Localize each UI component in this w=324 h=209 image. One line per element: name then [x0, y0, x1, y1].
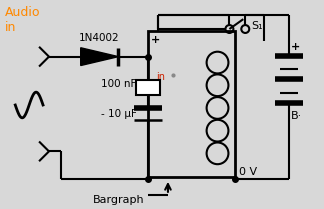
Text: Bargraph: Bargraph [93, 195, 144, 205]
Text: +: + [291, 42, 300, 52]
Polygon shape [81, 48, 118, 66]
Text: in: in [156, 73, 165, 82]
Text: Audio
in: Audio in [6, 6, 41, 34]
Text: 100 nF: 100 nF [100, 79, 136, 89]
Text: +: + [151, 35, 160, 45]
Text: 1N4002: 1N4002 [79, 33, 119, 43]
Bar [148, 31, 235, 177]
Text: - 10 μF: - 10 μF [100, 109, 136, 119]
Text: 0 V: 0 V [239, 167, 258, 177]
Bar [136, 80, 160, 95]
Text: S₁: S₁ [251, 21, 263, 31]
Text: B·: B· [291, 111, 302, 121]
